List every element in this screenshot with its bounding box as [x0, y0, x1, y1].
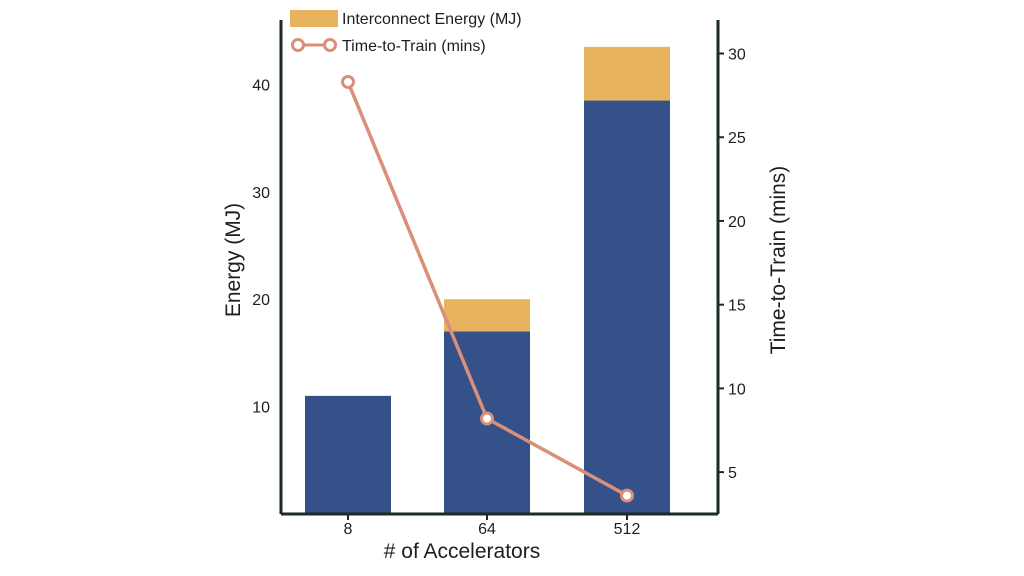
x-tick-label-64: 64	[478, 521, 496, 538]
right-tick-label-10: 10	[728, 381, 746, 398]
legend-marker-time-left	[291, 38, 305, 52]
left-tick-label-10: 10	[252, 400, 270, 417]
x-tick-label-512: 512	[614, 521, 641, 538]
ticks-group: 10 20 30 40 5 10 15 20 25 30 8 64 512	[252, 46, 746, 538]
line-layer	[341, 74, 634, 503]
right-tick-label-15: 15	[728, 298, 746, 315]
axes-group	[279, 20, 720, 516]
y-axis-right-label: Time-to-Train (mins)	[767, 166, 790, 355]
bar-base-8	[305, 395, 391, 514]
left-tick-label-40: 40	[252, 77, 270, 94]
point-time-512	[620, 488, 634, 503]
left-tick-label-20: 20	[252, 292, 270, 309]
bar-interconnect-64	[444, 299, 530, 332]
right-tick-label-25: 25	[728, 130, 746, 147]
legend: Interconnect Energy (MJ) Time-to-Train (…	[290, 10, 522, 55]
legend-marker-time-right	[323, 38, 337, 52]
legend-label-time: Time-to-Train (mins)	[342, 38, 486, 55]
point-time-64	[480, 411, 494, 426]
legend-swatch-interconnect	[290, 10, 338, 27]
x-tick-label-8: 8	[344, 521, 353, 538]
bar-interconnect-512	[584, 46, 670, 101]
bars-group	[305, 46, 670, 514]
right-tick-label-20: 20	[728, 214, 746, 231]
legend-label-interconnect: Interconnect Energy (MJ)	[342, 11, 522, 28]
right-tick-label-30: 30	[728, 46, 746, 63]
x-axis-label: # of Accelerators	[384, 540, 540, 563]
bar-base-512	[584, 100, 670, 514]
point-time-8	[341, 74, 355, 89]
y-axis-left-label: Energy (MJ)	[222, 203, 245, 317]
left-tick-label-30: 30	[252, 185, 270, 202]
right-tick-label-5: 5	[728, 465, 737, 482]
